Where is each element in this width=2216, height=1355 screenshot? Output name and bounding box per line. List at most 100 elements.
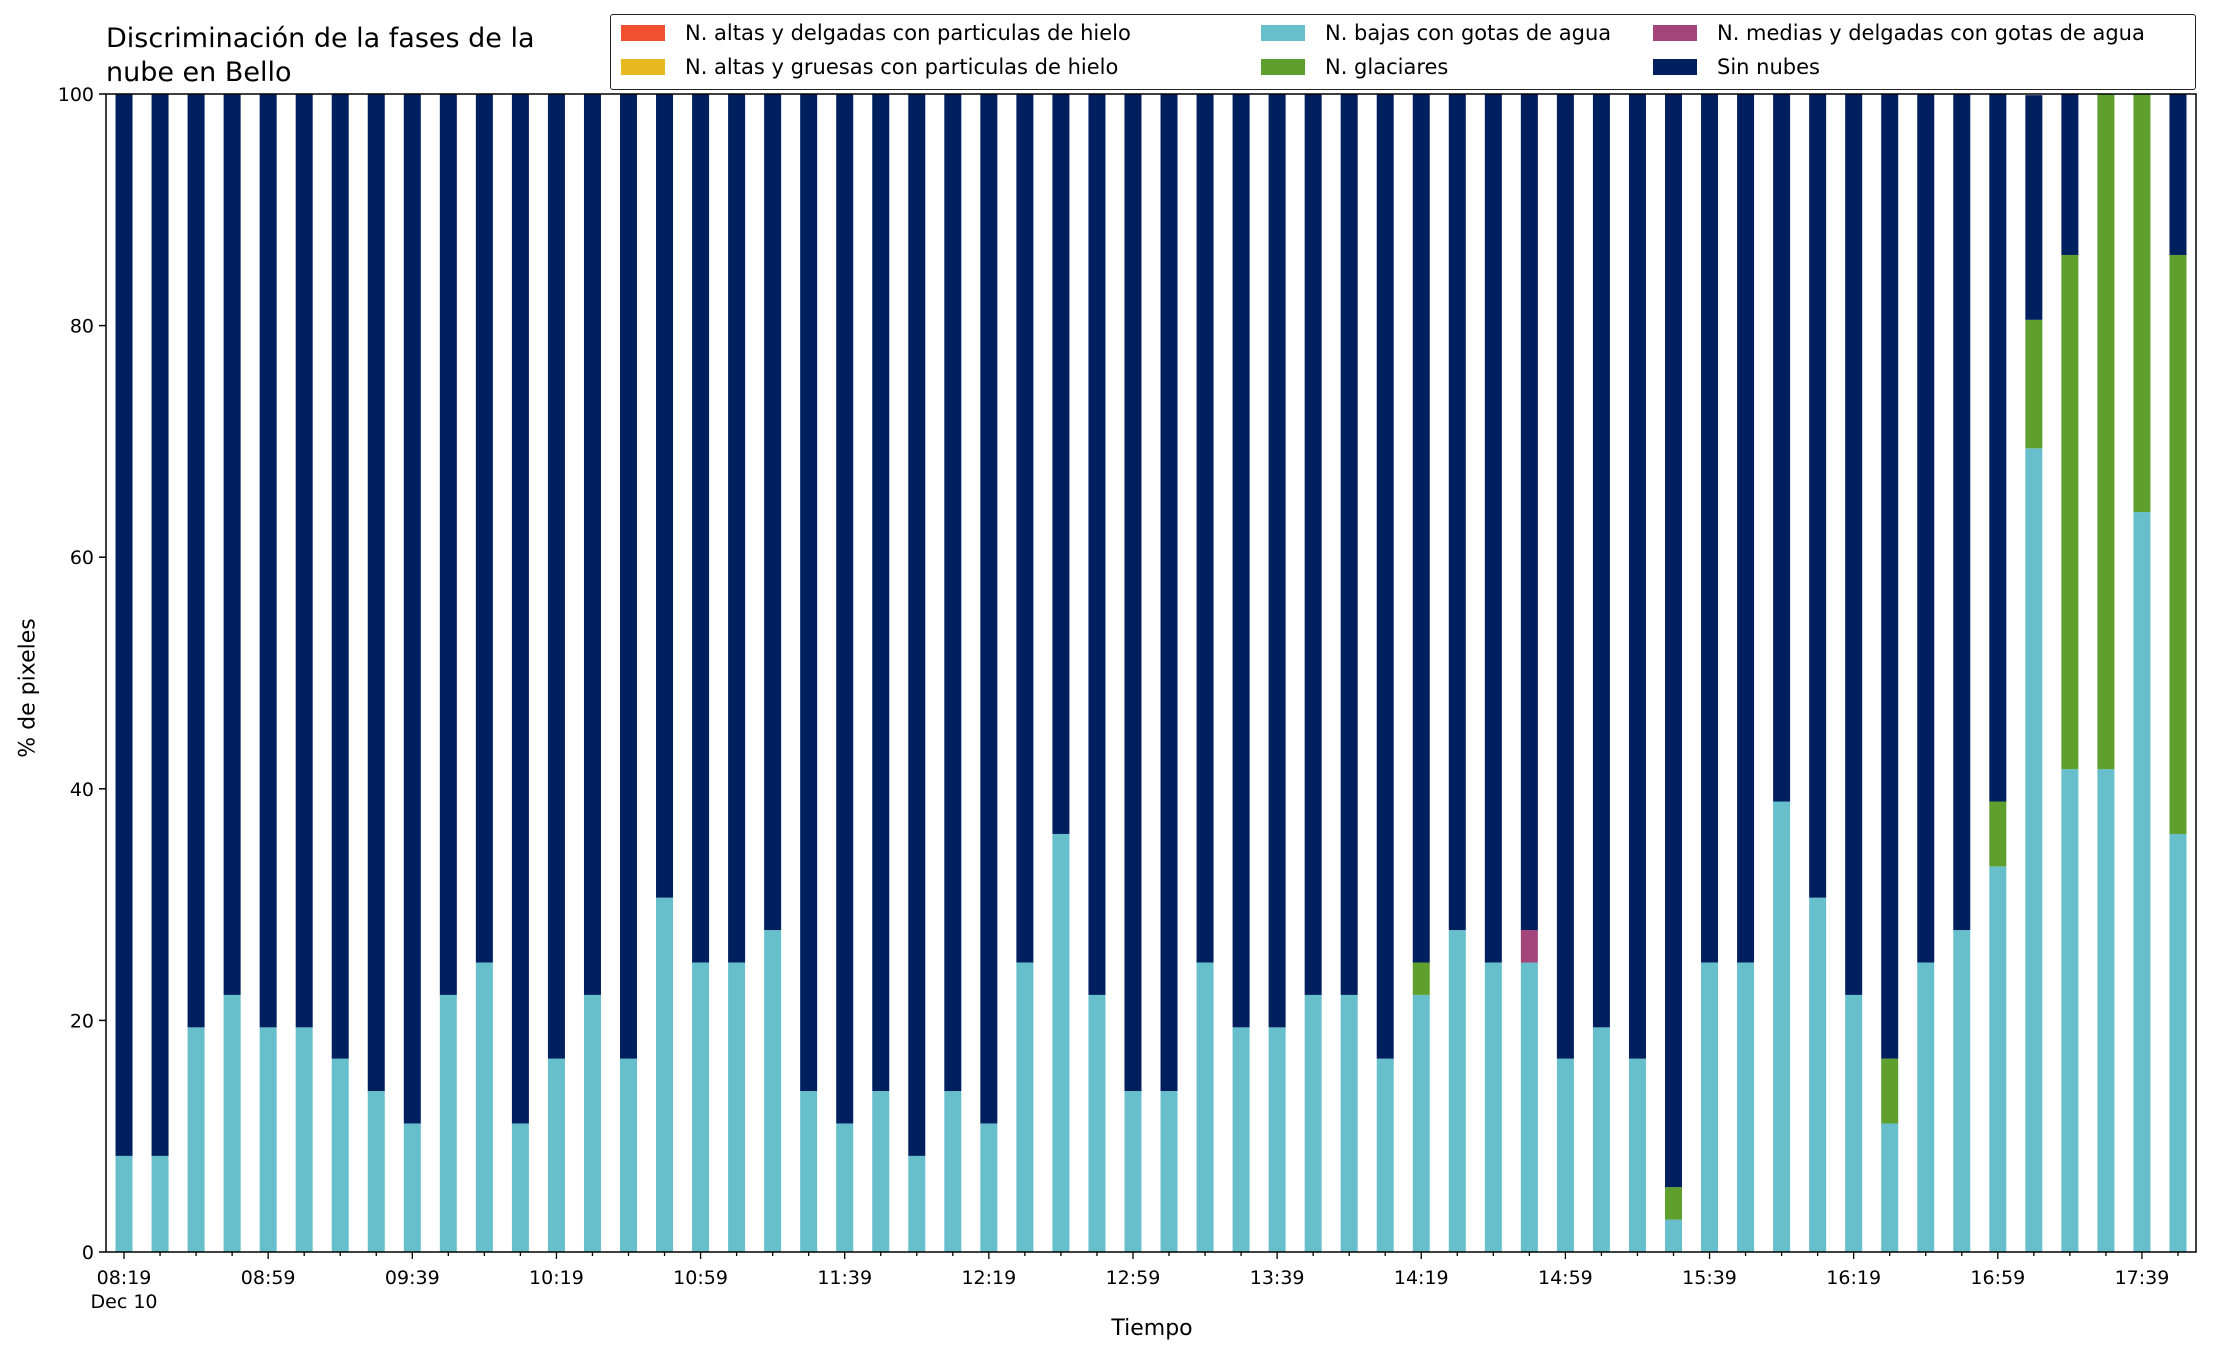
bar-segment: [331, 94, 349, 1059]
bar-segment: [1953, 94, 1971, 931]
bar-segment: [1268, 94, 1286, 1028]
bar-segment: [656, 94, 674, 898]
bar-segment: [1773, 94, 1791, 802]
x-tick-label: 12:19: [961, 1267, 1016, 1289]
bar-segment: [2133, 512, 2151, 1252]
y-axis-label: % de pixeles: [15, 618, 41, 758]
legend-label: Sin nubes: [1717, 55, 1820, 79]
bar-segment: [1592, 94, 1610, 1028]
bar-segment: [1232, 94, 1250, 1028]
bar-segment: [1376, 94, 1394, 1059]
bar-segment: [2169, 254, 2187, 834]
bar-segment: [1809, 94, 1827, 898]
bar-segment: [980, 94, 998, 1124]
x-axis-label: Tiempo: [1111, 1316, 1193, 1341]
y-tick-label: 80: [70, 316, 94, 338]
bar-segment: [1052, 94, 1070, 834]
legend-label: N. altas y gruesas con particulas de hie…: [685, 55, 1119, 79]
bar-segment: [1520, 962, 1538, 1252]
x-tick-label: 10:59: [673, 1267, 728, 1289]
bar-segment: [403, 94, 421, 1124]
bar-segment: [728, 94, 746, 963]
bar-segment: [2169, 833, 2187, 1252]
bar-segment: [511, 94, 529, 1124]
bar-segment: [728, 962, 746, 1252]
bar-segment: [656, 897, 674, 1252]
bar-segment: [1809, 897, 1827, 1252]
x-axis: 08:19 Dec 10 08:59 09:39 10:19 10:59 11:39 12:1…: [91, 1252, 2179, 1313]
bar-segment: [547, 1058, 565, 1252]
bar-segment: [187, 1027, 205, 1252]
bar-segment: [1701, 962, 1719, 1252]
bar-segment: [872, 94, 890, 1092]
bar-segment: [1304, 94, 1322, 995]
bar-segment: [1953, 930, 1971, 1252]
bar-segment: [1124, 1091, 1142, 1252]
bar-segment: [1412, 962, 1430, 995]
legend-item: N. medias y delgadas con gotas de agua: [1653, 21, 2145, 45]
bar-segment: [1917, 94, 1935, 963]
legend-label: N. glaciares: [1325, 55, 1449, 79]
bar-segment: [367, 1091, 385, 1252]
bar-segment: [1773, 801, 1791, 1252]
y-tick-label: 60: [70, 547, 94, 569]
bar-segment: [475, 962, 493, 1252]
legend-label: N. medias y delgadas con gotas de agua: [1717, 21, 2145, 45]
bar-segment: [1088, 94, 1106, 995]
legend-swatch: [621, 25, 665, 41]
x-tick-label: 08:59: [241, 1267, 296, 1289]
bar-segment: [1917, 962, 1935, 1252]
bar-segment: [583, 94, 601, 995]
bar-segment: [1088, 994, 1106, 1252]
bar-segment: [259, 94, 277, 1028]
bar-segment: [1124, 94, 1142, 1092]
bar-segment: [259, 1027, 277, 1252]
y-tick-label: 0: [82, 1242, 94, 1264]
bar-segment: [115, 1155, 133, 1252]
bar-segment: [115, 94, 133, 1156]
bar-segment: [1268, 1027, 1286, 1252]
bar-segment: [1016, 962, 1034, 1252]
bar-segment: [1196, 94, 1214, 963]
bar-segment: [1989, 801, 2007, 867]
legend-label: N. altas y delgadas con particulas de hi…: [685, 21, 1131, 45]
bar-segment: [1881, 1123, 1899, 1252]
bar-segment: [836, 1123, 854, 1252]
bar-segment: [1484, 94, 1502, 963]
bar-segment: [2061, 254, 2079, 770]
bar-segment: [1016, 94, 1034, 963]
bar-segment: [764, 930, 782, 1252]
legend-item: N. glaciares: [1261, 55, 1448, 79]
bar-segment: [692, 94, 710, 963]
bar-segment: [403, 1123, 421, 1252]
bar-segment: [980, 1123, 998, 1252]
bar-segment: [151, 94, 169, 1156]
bar-segment: [1737, 94, 1755, 963]
bar-segment: [511, 1123, 529, 1252]
bar-segment: [583, 994, 601, 1252]
x-tick-label: 09:39: [385, 1267, 440, 1289]
bar-segment: [1376, 1058, 1394, 1252]
bar-segment: [944, 1091, 962, 1252]
bar-segment: [1520, 930, 1538, 963]
bar-segment: [764, 94, 782, 931]
bar-segment: [2025, 95, 2043, 320]
bar-segment: [1881, 94, 1899, 1059]
bar-segment: [1412, 994, 1430, 1252]
bar-segment: [1665, 1219, 1682, 1252]
x-tick-label: 12:59: [1106, 1267, 1161, 1289]
x-tick-label: 17:39: [2115, 1267, 2170, 1289]
bar-segment: [908, 1155, 926, 1252]
bar-segment: [1232, 1027, 1250, 1252]
x-tick-label: 13:39: [1250, 1267, 1305, 1289]
bar-segment: [692, 962, 710, 1252]
bar-segment: [1520, 94, 1538, 931]
bar-segment: [295, 94, 313, 1028]
bar-segment: [1304, 994, 1322, 1252]
x-tick-label: 10:19: [529, 1267, 584, 1289]
bar-segment: [1484, 962, 1502, 1252]
bar-segment: [800, 94, 818, 1092]
bar-segment: [1340, 94, 1358, 995]
bar-segment: [836, 94, 854, 1124]
